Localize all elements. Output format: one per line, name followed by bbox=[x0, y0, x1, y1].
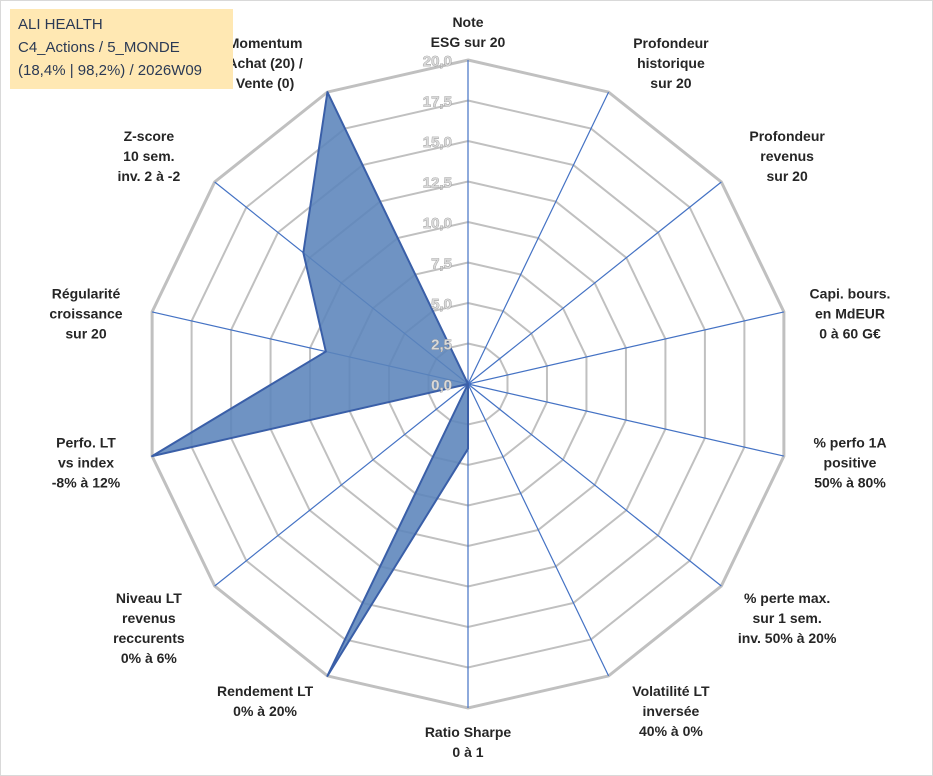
tick-label-1: 2,5 bbox=[431, 337, 452, 354]
info-box: ALI HEALTH C4_Actions / 5_MONDE (18,4% |… bbox=[10, 9, 233, 89]
axis-label-11-line-0: Régularité bbox=[52, 286, 121, 302]
axis-label-10-line-0: Perfo. LT bbox=[56, 434, 116, 450]
axis-label-1-line-0: Profondeur bbox=[633, 35, 709, 51]
axis-label-11-line-2: sur 20 bbox=[65, 326, 106, 342]
tick-label-6: 15,0 bbox=[423, 134, 452, 151]
axis-label-11: Régularité croissance sur 20 bbox=[49, 286, 122, 342]
axis-label-5: % perte max. sur 1 sem. inv. 50% à 20% bbox=[738, 590, 837, 646]
axis-label-8: Rendement LT 0% à 20% bbox=[217, 683, 314, 719]
axis-label-4: % perfo 1A positive 50% à 80% bbox=[813, 434, 886, 490]
axis-label-13: Momentum Achat (20) / Vente (0) bbox=[227, 35, 303, 91]
spoke-9 bbox=[214, 383, 469, 587]
axis-label-10: Perfo. LT vs index -8% à 12% bbox=[52, 434, 121, 490]
axis-label-9-line-2: reccurents bbox=[113, 630, 185, 646]
axis-label-2-line-1: revenus bbox=[760, 148, 814, 164]
axis-label-8-line-0: Rendement LT bbox=[217, 683, 314, 699]
radar-tick-labels: 0,0 2,5 5,0 7,5 10,0 12,5 15,0 17,5 20,0 bbox=[422, 53, 452, 395]
spoke-2 bbox=[467, 181, 722, 385]
axis-label-4-line-1: positive bbox=[824, 454, 877, 470]
axis-label-1: Profondeur historique sur 20 bbox=[633, 35, 709, 91]
radar-axis-labels: Note ESG sur 20 Profondeur historique sur 20… bbox=[49, 14, 890, 760]
axis-label-5-line-0: % perte max. bbox=[744, 590, 830, 606]
axis-label-7-line-0: Ratio Sharpe bbox=[425, 724, 512, 740]
axis-label-6-line-0: Volatilité LT bbox=[632, 683, 710, 699]
axis-label-9-line-3: 0% à 6% bbox=[121, 650, 178, 666]
axis-label-2-line-2: sur 20 bbox=[767, 168, 808, 184]
tick-label-5: 12,5 bbox=[423, 175, 452, 192]
tick-label-7: 17,5 bbox=[423, 94, 452, 111]
axis-label-7-line-1: 0 à 1 bbox=[452, 744, 483, 760]
axis-label-13-line-1: Achat (20) / bbox=[227, 55, 303, 71]
axis-label-4-line-0: % perfo 1A bbox=[813, 434, 886, 450]
tick-label-0: 0,0 bbox=[431, 377, 452, 394]
axis-label-0: Note ESG sur 20 bbox=[431, 14, 506, 50]
axis-label-9-line-0: Niveau LT bbox=[116, 590, 182, 606]
axis-label-1-line-1: historique bbox=[637, 55, 705, 71]
axis-label-12-line-1: 10 sem. bbox=[123, 148, 174, 164]
tick-label-2: 5,0 bbox=[431, 296, 452, 313]
axis-label-8-line-1: 0% à 20% bbox=[233, 703, 297, 719]
axis-label-13-line-2: Vente (0) bbox=[236, 75, 294, 91]
axis-label-12: Z-score 10 sem. inv. 2 à -2 bbox=[117, 128, 180, 184]
axis-label-12-line-2: inv. 2 à -2 bbox=[117, 168, 180, 184]
axis-label-0-line-0: Note bbox=[452, 14, 483, 30]
axis-label-9: Niveau LT revenus reccurents 0% à 6% bbox=[113, 590, 185, 666]
axis-label-12-line-0: Z-score bbox=[124, 128, 175, 144]
axis-label-7: Ratio Sharpe 0 à 1 bbox=[425, 724, 512, 760]
spoke-3 bbox=[467, 311, 785, 385]
axis-label-2: Profondeur revenus sur 20 bbox=[749, 128, 825, 184]
info-category: C4_Actions / 5_MONDE bbox=[18, 39, 180, 56]
axis-label-4-line-2: 50% à 80% bbox=[814, 474, 886, 490]
radar-series bbox=[151, 91, 469, 677]
info-period: (18,4% | 98,2%) / 2026W09 bbox=[18, 62, 202, 79]
axis-label-10-line-2: -8% à 12% bbox=[52, 474, 121, 490]
axis-label-11-line-1: croissance bbox=[49, 306, 122, 322]
axis-label-6-line-1: inversée bbox=[643, 703, 700, 719]
axis-label-10-line-1: vs index bbox=[58, 454, 114, 470]
spoke-4 bbox=[467, 383, 785, 457]
spoke-5 bbox=[467, 383, 722, 587]
axis-label-3-line-1: en MdEUR bbox=[815, 306, 885, 322]
info-company-name: ALI HEALTH bbox=[18, 16, 103, 33]
tick-label-3: 7,5 bbox=[431, 256, 452, 273]
axis-label-5-line-1: sur 1 sem. bbox=[752, 610, 821, 626]
axis-label-5-line-2: inv. 50% à 20% bbox=[738, 630, 837, 646]
axis-label-6: Volatilité LT inversée 40% à 0% bbox=[632, 683, 710, 739]
tick-label-4: 10,0 bbox=[423, 215, 452, 232]
axis-label-2-line-0: Profondeur bbox=[749, 128, 825, 144]
axis-label-6-line-2: 40% à 0% bbox=[639, 723, 703, 739]
series-area-0 bbox=[151, 91, 469, 677]
tick-label-8: 20,0 bbox=[423, 53, 452, 70]
axis-label-13-line-0: Momentum bbox=[228, 35, 303, 51]
axis-label-0-line-1: ESG sur 20 bbox=[431, 34, 506, 50]
axis-label-3-line-0: Capi. bours. bbox=[810, 286, 891, 302]
axis-label-3-line-2: 0 à 60 G€ bbox=[819, 326, 881, 342]
spoke-6 bbox=[467, 383, 610, 677]
axis-label-1-line-2: sur 20 bbox=[650, 75, 691, 91]
axis-label-9-line-1: revenus bbox=[122, 610, 176, 626]
spoke-1 bbox=[467, 91, 610, 385]
axis-label-3: Capi. bours. en MdEUR 0 à 60 G€ bbox=[810, 286, 891, 342]
